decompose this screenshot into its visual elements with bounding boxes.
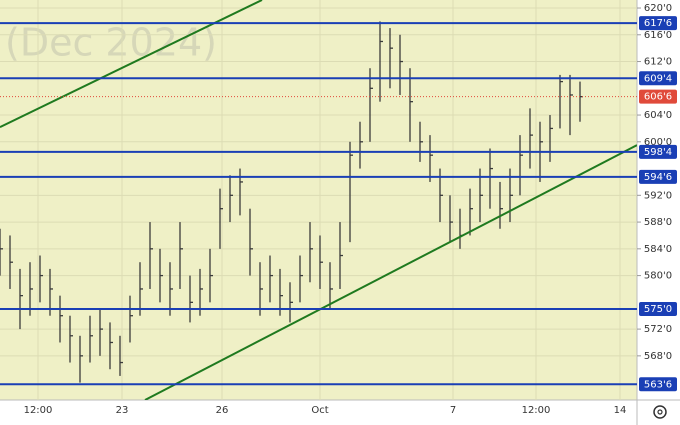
y-tick-label: 572'0 <box>644 324 672 335</box>
x-tick-label: 12:00 <box>522 405 551 416</box>
x-tick-label: 12:00 <box>24 405 53 416</box>
y-tick-label: 616'0 <box>644 30 672 41</box>
y-tick-label: 588'0 <box>644 217 672 228</box>
last-price-tag <box>639 89 677 104</box>
level-label: 563'6 <box>644 379 672 390</box>
level-label: 575'0 <box>644 304 672 315</box>
x-tick-label: Oct <box>311 405 328 416</box>
x-tick-label: 14 <box>614 405 627 416</box>
y-tick-label: 584'0 <box>644 244 672 255</box>
level-label: 598'4 <box>644 147 672 158</box>
level-label: 609'4 <box>644 73 672 84</box>
x-tick-label: 26 <box>216 405 229 416</box>
y-tick-label: 568'0 <box>644 351 672 362</box>
level-label: 594'6 <box>644 172 672 183</box>
last-price-label: 606'6 <box>644 92 672 103</box>
trend-line <box>144 144 637 400</box>
y-tick-label: 620'0 <box>644 3 672 14</box>
y-tick-label: 612'0 <box>644 57 672 68</box>
y-tick-label: 580'0 <box>644 271 672 282</box>
watermark: (Dec 2024) <box>5 21 217 65</box>
x-tick-label: 7 <box>450 405 456 416</box>
settings-icon[interactable] <box>653 405 667 419</box>
y-tick-label: 604'0 <box>644 110 672 121</box>
trend-line <box>0 0 263 128</box>
level-tag <box>639 16 677 31</box>
level-tag <box>639 144 677 159</box>
y-tick-label: 600'0 <box>644 137 672 148</box>
level-tag <box>639 169 677 184</box>
y-tick-label: 592'0 <box>644 190 672 201</box>
level-tag <box>639 302 677 317</box>
level-label: 617'6 <box>644 18 672 29</box>
x-tick-label: 23 <box>116 405 129 416</box>
level-tag <box>639 71 677 86</box>
level-tag <box>639 377 677 392</box>
